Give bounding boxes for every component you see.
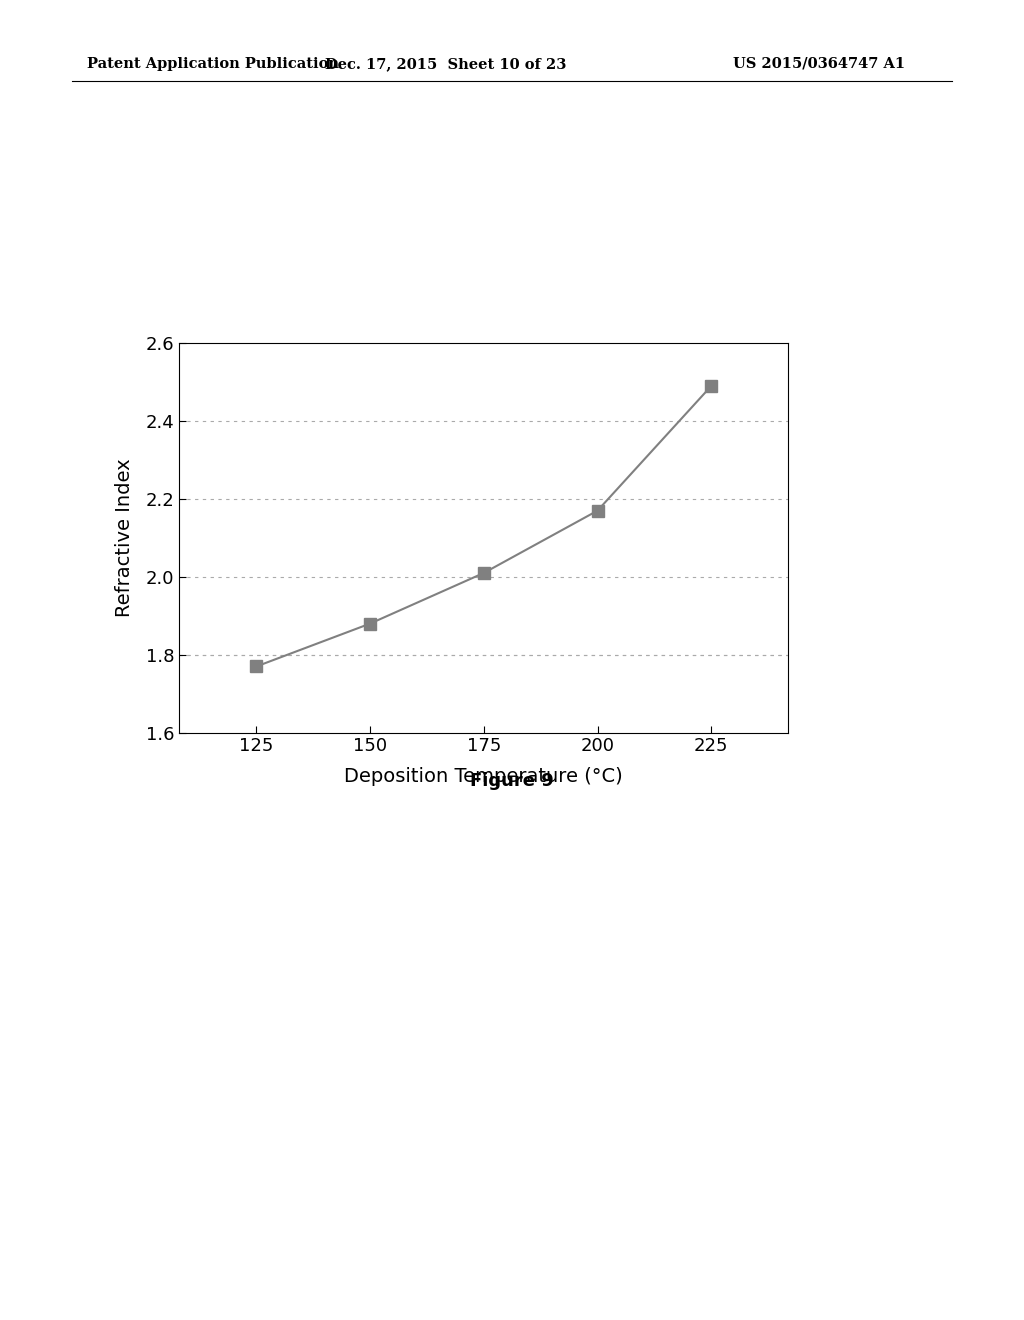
- Text: Dec. 17, 2015  Sheet 10 of 23: Dec. 17, 2015 Sheet 10 of 23: [325, 57, 566, 71]
- Text: Patent Application Publication: Patent Application Publication: [87, 57, 339, 71]
- X-axis label: Deposition Temperature (°C): Deposition Temperature (°C): [344, 767, 624, 785]
- Text: Figure 9: Figure 9: [470, 772, 554, 791]
- Text: US 2015/0364747 A1: US 2015/0364747 A1: [733, 57, 905, 71]
- Y-axis label: Refractive Index: Refractive Index: [116, 458, 134, 618]
